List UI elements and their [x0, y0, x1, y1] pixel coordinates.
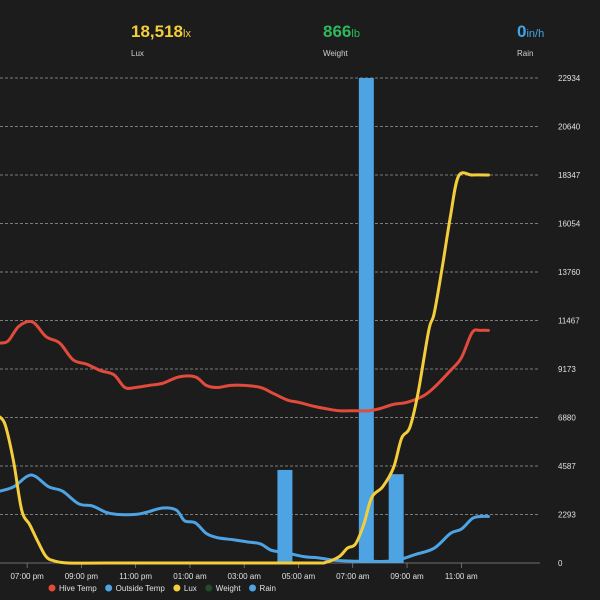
x-tick-label: 05:00 am: [282, 572, 316, 581]
legend-label: Weight: [216, 584, 242, 593]
x-tick-label: 01:00 am: [173, 572, 207, 581]
lux-stat: 18,518lx Lux: [131, 22, 191, 58]
x-tick-label: 11:00 am: [445, 572, 478, 581]
y-tick-label: 0: [558, 559, 563, 568]
weight-stat: 866lb Weight: [323, 22, 360, 58]
x-tick-label: 07:00 am: [336, 572, 370, 581]
hive-temp-line: [0, 319, 490, 413]
y-tick-label: 4587: [558, 462, 576, 471]
rain-bar: [388, 474, 404, 563]
legend-label: Lux: [184, 584, 197, 593]
rain-bar: [358, 78, 374, 563]
rain-stat: 0in/h Rain: [517, 22, 544, 58]
legend-marker: [173, 584, 181, 592]
y-tick-label: 16054: [558, 219, 581, 228]
legend-marker: [105, 584, 113, 592]
legend-label: Rain: [260, 584, 276, 593]
y-tick-label: 9173: [558, 365, 576, 374]
legend-item[interactable]: Hive Temp: [48, 584, 98, 593]
x-tick-label: 07:00 pm: [10, 572, 44, 581]
x-tick-label: 11:00 pm: [119, 572, 152, 581]
x-tick-label: 09:00 pm: [65, 572, 99, 581]
rain-label: Rain: [517, 49, 534, 58]
y-tick-label: 22934: [558, 74, 581, 83]
lux-label: Lux: [131, 49, 144, 58]
y-tick-label: 13760: [558, 268, 581, 277]
legend-marker: [48, 584, 56, 592]
chart-grid: [0, 77, 540, 568]
legend-item[interactable]: Rain: [249, 584, 276, 593]
y-tick-label: 11467: [558, 317, 580, 326]
y-tick-label: 6880: [558, 414, 576, 423]
legend-label: Outside Temp: [116, 584, 166, 593]
legend-item[interactable]: Weight: [205, 584, 241, 593]
x-tick-label: 09:00 am: [390, 572, 424, 581]
y-tick-label: 18347: [558, 171, 581, 180]
outside-temp-line: [0, 473, 490, 564]
x-tick-label: 03:00 am: [228, 572, 262, 581]
rain-bar: [277, 469, 293, 563]
weight-label: Weight: [323, 49, 348, 58]
lux-value: 18,518lx: [131, 22, 191, 41]
rain-value: 0in/h: [517, 22, 545, 41]
legend-item[interactable]: Outside Temp: [105, 584, 165, 593]
y-axis-ticks: 0 2293 4587 6880 9173 11467 13760 16054 18347 206…: [558, 74, 581, 568]
legend-item[interactable]: Lux: [173, 584, 197, 593]
rain-bars: [277, 78, 404, 563]
series-lines: [0, 171, 490, 565]
x-axis-ticks: 07:00 pm 09:00 pm 11:00 pm 01:00 am 03:00 am…: [10, 572, 478, 581]
y-tick-label: 2293: [558, 511, 576, 520]
legend-marker: [249, 584, 257, 592]
y-tick-label: 20640: [558, 123, 581, 132]
lux-line: [0, 171, 490, 565]
chart-legend: Hive Temp Outside Temp Lux Weight Rain: [48, 584, 276, 593]
weight-value: 866lb: [323, 22, 360, 41]
legend-label: Hive Temp: [59, 584, 97, 593]
legend-marker: [205, 584, 213, 592]
